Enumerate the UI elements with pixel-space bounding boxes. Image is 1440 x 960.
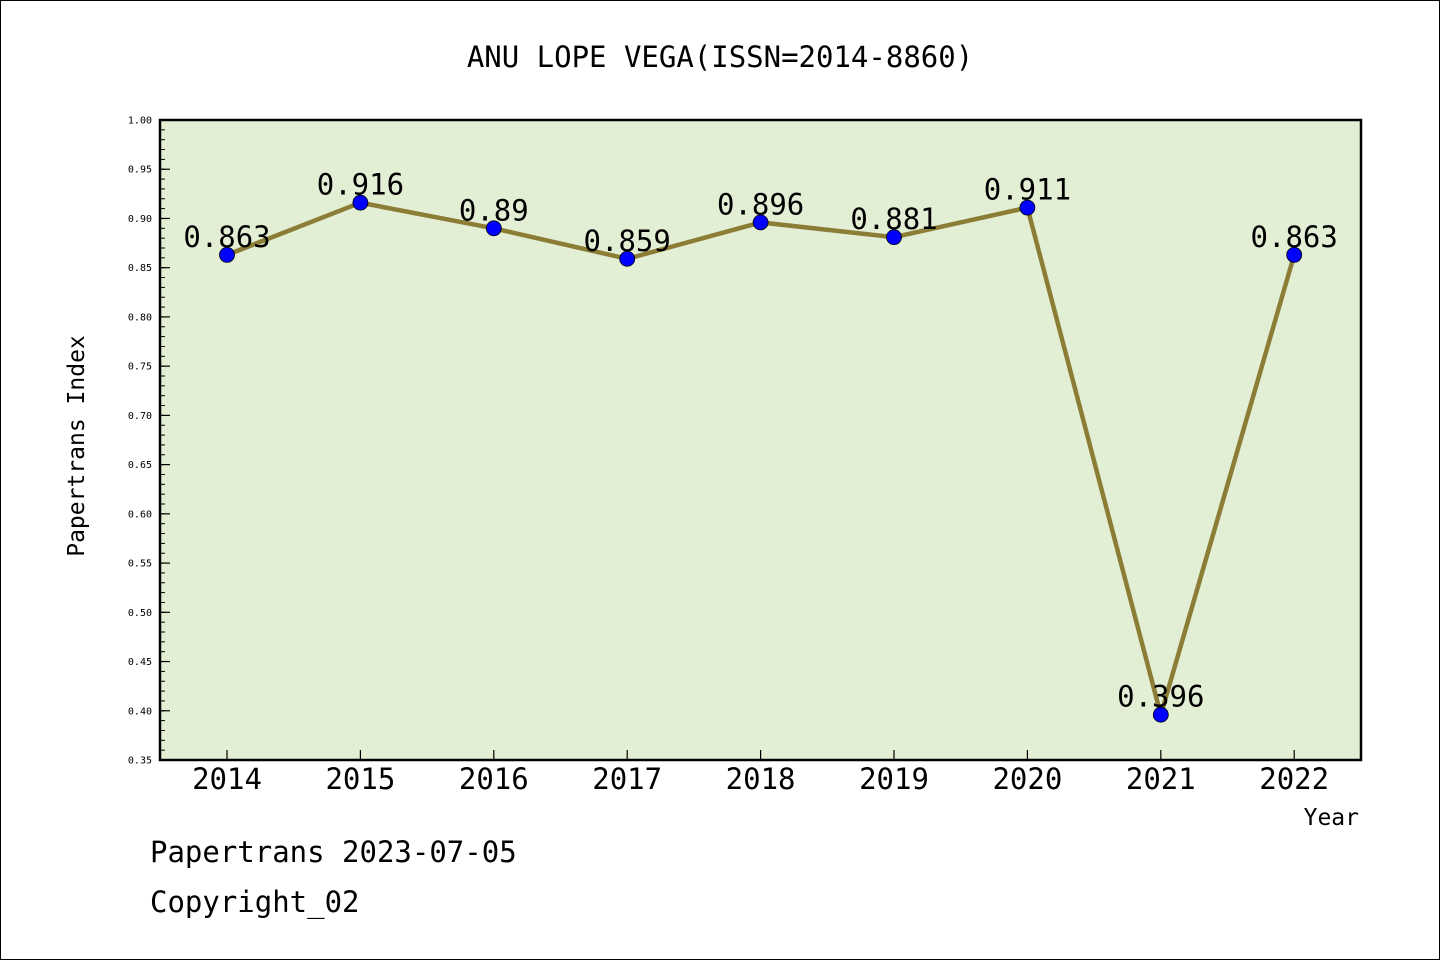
- data-label-2017: 0.859: [584, 224, 671, 258]
- data-markers: [219, 194, 1303, 723]
- y-axis-ticks: 0.35 0.40 0.45 0.50 0.55 0.60 0.65 0.70 0.75 0.80…: [128, 116, 170, 767]
- plot-border: [158, 118, 1363, 762]
- y-tick-label: 0.45: [128, 657, 152, 668]
- y-tick-label: 0.40: [128, 706, 152, 717]
- y-axis-title: Papertrans Index: [64, 335, 90, 557]
- y-tick-label: 0.35: [128, 756, 152, 767]
- y-tick-label: 0.90: [128, 214, 152, 225]
- x-tick-label: 2020: [992, 762, 1062, 796]
- data-label-2022: 0.863: [1251, 220, 1338, 254]
- x-tick-label: 2017: [592, 762, 662, 796]
- y-tick-label: 0.65: [128, 460, 152, 471]
- data-label-2016: 0.89: [459, 193, 529, 227]
- data-point-2019: [886, 229, 902, 246]
- footer-copyright: Copyright_02: [150, 885, 360, 919]
- data-label-2014: 0.863: [183, 220, 270, 254]
- data-point-2021: [1152, 706, 1169, 723]
- chart-title: ANU LOPE VEGA(ISSN=2014-8860): [467, 40, 973, 74]
- x-tick-label: 2019: [859, 762, 929, 796]
- x-tick-label: 2022: [1259, 762, 1329, 796]
- y-tick-label: 1.00: [128, 116, 152, 127]
- y-tick-label: 0.50: [128, 608, 152, 619]
- data-point-2018: [752, 214, 769, 231]
- data-point-2022: [1286, 246, 1303, 263]
- data-point-2014: [219, 246, 235, 263]
- x-tick-label: 2016: [459, 762, 529, 796]
- data-label-2021: 0.396: [1117, 680, 1204, 714]
- y-tick-label: 0.75: [128, 362, 152, 373]
- x-axis-title: Year: [1304, 805, 1359, 831]
- x-tick-label: 2014: [192, 762, 262, 796]
- data-labels: 0.863 0.916 0.89 0.859 0.896 0.881 0.911 0.396 0…: [183, 168, 1338, 714]
- y-tick-label: 0.85: [128, 263, 152, 274]
- y-tick-label: 0.55: [128, 559, 152, 570]
- data-point-2016: [485, 220, 502, 237]
- data-label-2020: 0.911: [984, 173, 1071, 207]
- data-point-2017: [619, 250, 636, 267]
- x-axis-ticks: 2014 2015 2016 2017 2018 2019 2020 2021 2022: [192, 750, 1329, 796]
- data-point-2020: [1019, 199, 1036, 216]
- data-label-2019: 0.881: [850, 202, 937, 236]
- data-label-2015: 0.916: [317, 168, 404, 202]
- y-tick-label: 0.60: [128, 509, 152, 520]
- x-tick-label: 2018: [726, 762, 796, 796]
- y-tick-label: 0.80: [128, 312, 152, 323]
- footer-date: Papertrans 2023-07-05: [150, 835, 517, 869]
- data-point-2015: [352, 194, 369, 211]
- data-label-2018: 0.896: [717, 187, 804, 221]
- y-tick-label: 0.70: [128, 411, 152, 422]
- x-tick-label: 2015: [325, 762, 395, 796]
- x-tick-label: 2021: [1126, 762, 1196, 796]
- y-tick-label: 0.95: [128, 165, 152, 176]
